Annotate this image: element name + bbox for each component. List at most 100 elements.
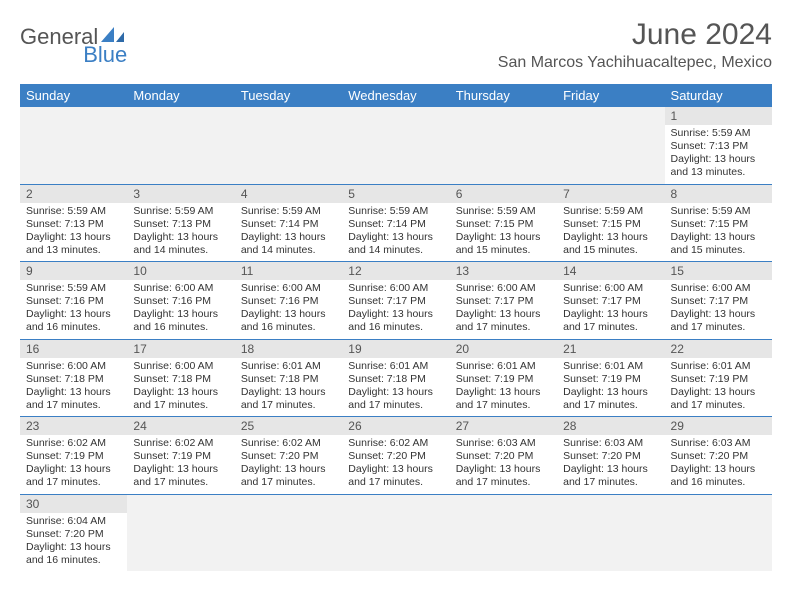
day-body: Sunrise: 6:00 AMSunset: 7:18 PMDaylight:…	[20, 358, 127, 417]
sunset-text: Sunset: 7:16 PM	[133, 295, 228, 308]
calendar-day-cell: 19Sunrise: 6:01 AMSunset: 7:18 PMDayligh…	[342, 339, 449, 417]
day-number: 15	[665, 262, 772, 280]
sunrise-text: Sunrise: 6:00 AM	[241, 282, 336, 295]
calendar-week-row: 30Sunrise: 6:04 AMSunset: 7:20 PMDayligh…	[20, 494, 772, 571]
daylight-text: Daylight: 13 hours and 16 minutes.	[26, 308, 121, 334]
sunset-text: Sunset: 7:20 PM	[241, 450, 336, 463]
day-body: Sunrise: 6:01 AMSunset: 7:18 PMDaylight:…	[235, 358, 342, 417]
sunrise-text: Sunrise: 6:00 AM	[133, 282, 228, 295]
day-number: 10	[127, 262, 234, 280]
calendar-day-cell: 20Sunrise: 6:01 AMSunset: 7:19 PMDayligh…	[450, 339, 557, 417]
calendar-day-cell: 15Sunrise: 6:00 AMSunset: 7:17 PMDayligh…	[665, 262, 772, 340]
calendar-day-cell: 28Sunrise: 6:03 AMSunset: 7:20 PMDayligh…	[557, 417, 664, 495]
sunset-text: Sunset: 7:18 PM	[241, 373, 336, 386]
sunrise-text: Sunrise: 6:00 AM	[456, 282, 551, 295]
day-number: 6	[450, 185, 557, 203]
brand-part2: Blue	[83, 44, 127, 66]
sunset-text: Sunset: 7:18 PM	[26, 373, 121, 386]
day-number: 5	[342, 185, 449, 203]
daylight-text: Daylight: 13 hours and 13 minutes.	[26, 231, 121, 257]
calendar-day-cell: 12Sunrise: 6:00 AMSunset: 7:17 PMDayligh…	[342, 262, 449, 340]
weekday-header: Tuesday	[235, 84, 342, 107]
calendar-empty-cell	[20, 107, 127, 184]
sunset-text: Sunset: 7:16 PM	[241, 295, 336, 308]
calendar-day-cell: 13Sunrise: 6:00 AMSunset: 7:17 PMDayligh…	[450, 262, 557, 340]
calendar-day-cell: 27Sunrise: 6:03 AMSunset: 7:20 PMDayligh…	[450, 417, 557, 495]
daylight-text: Daylight: 13 hours and 15 minutes.	[671, 231, 766, 257]
calendar-day-cell: 16Sunrise: 6:00 AMSunset: 7:18 PMDayligh…	[20, 339, 127, 417]
day-number: 22	[665, 340, 772, 358]
weekday-header: Thursday	[450, 84, 557, 107]
daylight-text: Daylight: 13 hours and 15 minutes.	[456, 231, 551, 257]
daylight-text: Daylight: 13 hours and 13 minutes.	[671, 153, 766, 179]
calendar-day-cell: 21Sunrise: 6:01 AMSunset: 7:19 PMDayligh…	[557, 339, 664, 417]
sunrise-text: Sunrise: 5:59 AM	[671, 205, 766, 218]
day-body: Sunrise: 6:04 AMSunset: 7:20 PMDaylight:…	[20, 513, 127, 572]
day-body: Sunrise: 6:03 AMSunset: 7:20 PMDaylight:…	[450, 435, 557, 494]
day-body: Sunrise: 5:59 AMSunset: 7:14 PMDaylight:…	[342, 203, 449, 262]
day-number: 1	[665, 107, 772, 125]
calendar-week-row: 1Sunrise: 5:59 AMSunset: 7:13 PMDaylight…	[20, 107, 772, 184]
daylight-text: Daylight: 13 hours and 14 minutes.	[348, 231, 443, 257]
calendar-day-cell: 11Sunrise: 6:00 AMSunset: 7:16 PMDayligh…	[235, 262, 342, 340]
sunset-text: Sunset: 7:20 PM	[348, 450, 443, 463]
day-body: Sunrise: 6:00 AMSunset: 7:16 PMDaylight:…	[127, 280, 234, 339]
day-body: Sunrise: 5:59 AMSunset: 7:16 PMDaylight:…	[20, 280, 127, 339]
day-body: Sunrise: 6:02 AMSunset: 7:19 PMDaylight:…	[127, 435, 234, 494]
day-number: 29	[665, 417, 772, 435]
daylight-text: Daylight: 13 hours and 17 minutes.	[671, 386, 766, 412]
calendar-table: SundayMondayTuesdayWednesdayThursdayFrid…	[20, 84, 772, 571]
sunrise-text: Sunrise: 6:02 AM	[348, 437, 443, 450]
sunrise-text: Sunrise: 6:01 AM	[671, 360, 766, 373]
weekday-header: Saturday	[665, 84, 772, 107]
calendar-empty-cell	[450, 494, 557, 571]
sunrise-text: Sunrise: 6:01 AM	[241, 360, 336, 373]
sunrise-text: Sunrise: 6:03 AM	[671, 437, 766, 450]
sunrise-text: Sunrise: 6:00 AM	[26, 360, 121, 373]
sunrise-text: Sunrise: 6:00 AM	[671, 282, 766, 295]
page-header: GeneralBlue June 2024 San Marcos Yachihu…	[20, 18, 772, 72]
daylight-text: Daylight: 13 hours and 17 minutes.	[133, 463, 228, 489]
daylight-text: Daylight: 13 hours and 17 minutes.	[563, 463, 658, 489]
day-number: 9	[20, 262, 127, 280]
day-body: Sunrise: 5:59 AMSunset: 7:15 PMDaylight:…	[450, 203, 557, 262]
calendar-day-cell: 6Sunrise: 5:59 AMSunset: 7:15 PMDaylight…	[450, 184, 557, 262]
sunrise-text: Sunrise: 6:02 AM	[26, 437, 121, 450]
day-body: Sunrise: 6:03 AMSunset: 7:20 PMDaylight:…	[557, 435, 664, 494]
location-subtitle: San Marcos Yachihuacaltepec, Mexico	[498, 54, 772, 72]
day-body: Sunrise: 6:02 AMSunset: 7:19 PMDaylight:…	[20, 435, 127, 494]
sunrise-text: Sunrise: 5:59 AM	[563, 205, 658, 218]
sunrise-text: Sunrise: 5:59 AM	[671, 127, 766, 140]
sunset-text: Sunset: 7:17 PM	[671, 295, 766, 308]
calendar-day-cell: 1Sunrise: 5:59 AMSunset: 7:13 PMDaylight…	[665, 107, 772, 184]
sunrise-text: Sunrise: 6:02 AM	[241, 437, 336, 450]
sunrise-text: Sunrise: 6:00 AM	[348, 282, 443, 295]
sunset-text: Sunset: 7:18 PM	[133, 373, 228, 386]
day-number: 18	[235, 340, 342, 358]
daylight-text: Daylight: 13 hours and 14 minutes.	[241, 231, 336, 257]
day-body: Sunrise: 6:00 AMSunset: 7:17 PMDaylight:…	[450, 280, 557, 339]
day-number: 23	[20, 417, 127, 435]
sunset-text: Sunset: 7:14 PM	[241, 218, 336, 231]
calendar-day-cell: 30Sunrise: 6:04 AMSunset: 7:20 PMDayligh…	[20, 494, 127, 571]
day-body: Sunrise: 6:00 AMSunset: 7:17 PMDaylight:…	[557, 280, 664, 339]
sunrise-text: Sunrise: 6:03 AM	[456, 437, 551, 450]
weekday-header: Friday	[557, 84, 664, 107]
calendar-empty-cell	[127, 107, 234, 184]
calendar-week-row: 16Sunrise: 6:00 AMSunset: 7:18 PMDayligh…	[20, 339, 772, 417]
day-number: 24	[127, 417, 234, 435]
day-number: 27	[450, 417, 557, 435]
day-number: 2	[20, 185, 127, 203]
brand-logo: GeneralBlue	[20, 18, 127, 66]
calendar-empty-cell	[127, 494, 234, 571]
day-body: Sunrise: 6:01 AMSunset: 7:19 PMDaylight:…	[557, 358, 664, 417]
weekday-header: Monday	[127, 84, 234, 107]
sunset-text: Sunset: 7:19 PM	[563, 373, 658, 386]
sunrise-text: Sunrise: 5:59 AM	[133, 205, 228, 218]
sunset-text: Sunset: 7:20 PM	[456, 450, 551, 463]
calendar-empty-cell	[665, 494, 772, 571]
sunset-text: Sunset: 7:17 PM	[456, 295, 551, 308]
sunset-text: Sunset: 7:15 PM	[671, 218, 766, 231]
day-body: Sunrise: 5:59 AMSunset: 7:13 PMDaylight:…	[20, 203, 127, 262]
day-number: 12	[342, 262, 449, 280]
